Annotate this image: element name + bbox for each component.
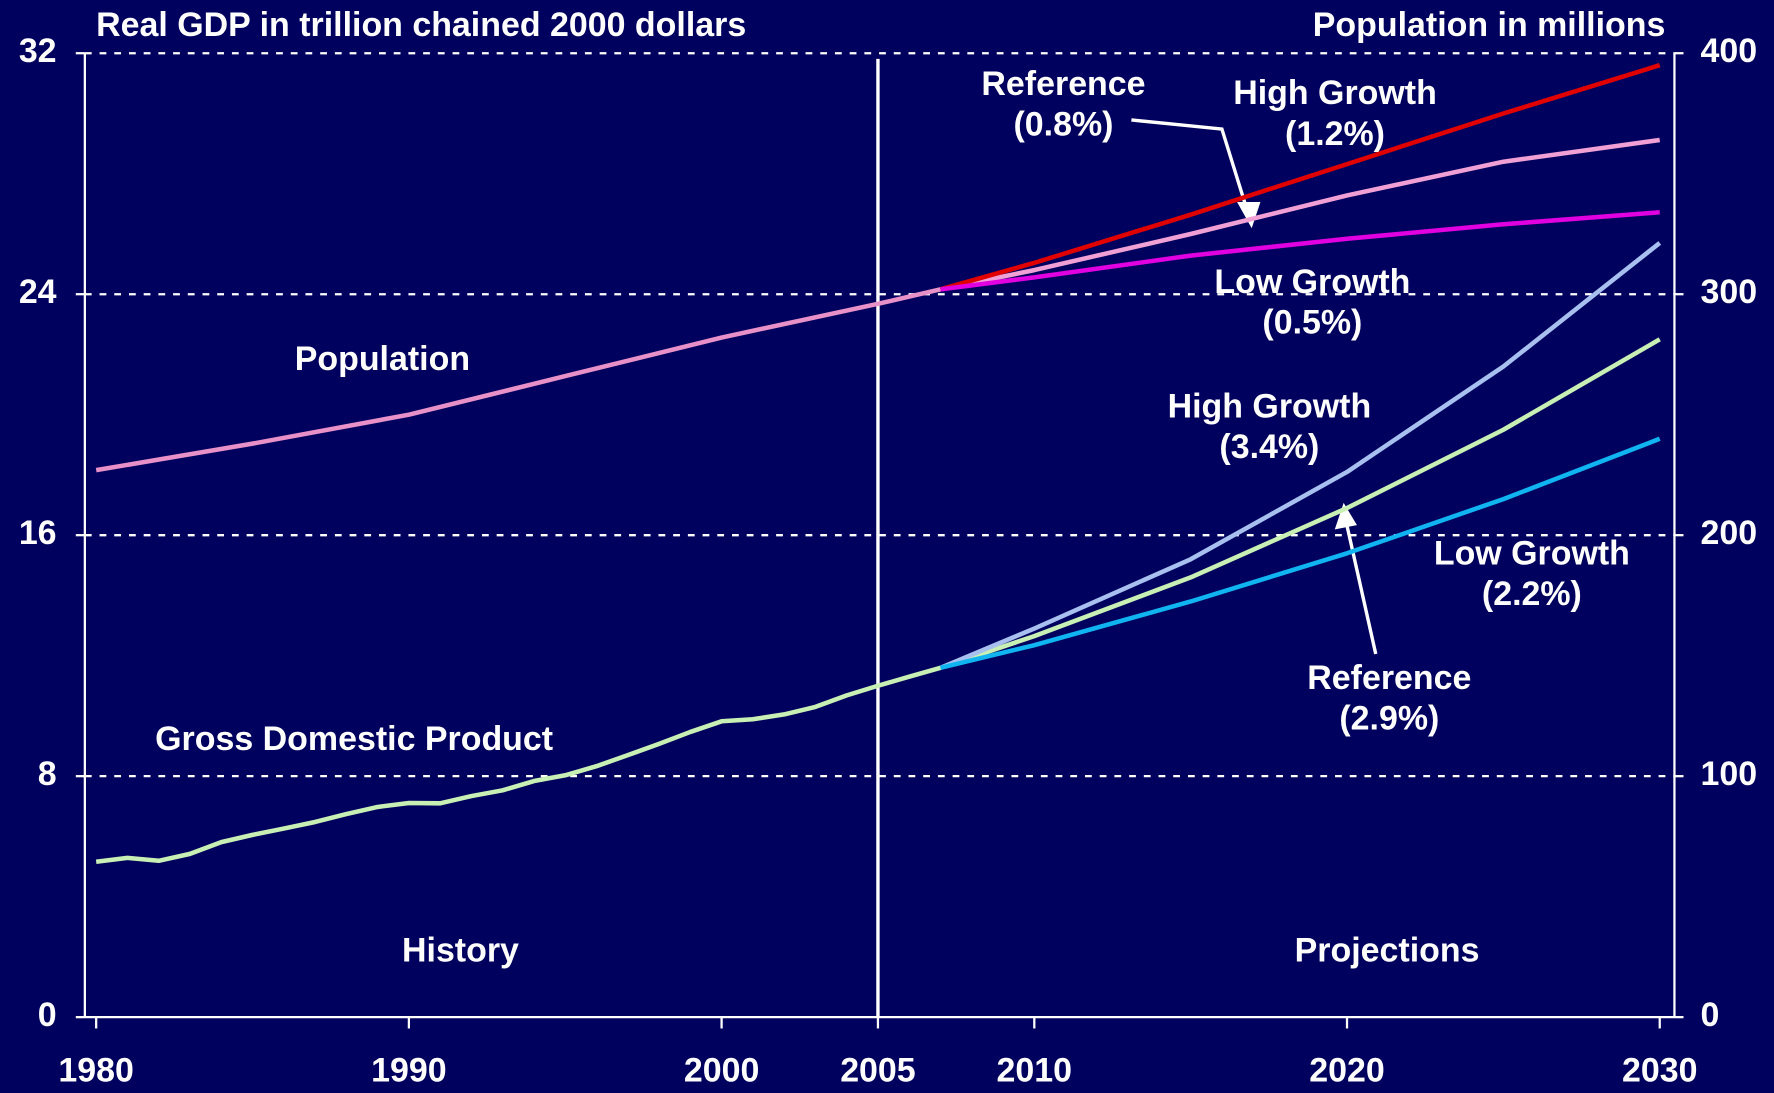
arrowhead bbox=[1237, 201, 1261, 229]
annotation: (1.2%) bbox=[1285, 115, 1385, 153]
y2-tick-label: 300 bbox=[1700, 273, 1757, 311]
y-tick-label: 16 bbox=[19, 514, 57, 552]
annotation: History bbox=[402, 932, 519, 970]
arrow bbox=[1131, 118, 1250, 214]
annotation: Reference bbox=[981, 65, 1145, 103]
annotation: Population bbox=[295, 340, 470, 378]
arrow bbox=[1344, 522, 1378, 655]
annotation: (3.4%) bbox=[1219, 428, 1319, 466]
annotation: Projections bbox=[1295, 932, 1480, 970]
series-line bbox=[940, 210, 1660, 292]
annotation: Reference bbox=[1307, 659, 1471, 697]
annotation: Gross Domestic Product bbox=[155, 720, 553, 758]
annotation: High Growth bbox=[1233, 74, 1437, 112]
y-tick-label: 8 bbox=[38, 755, 57, 793]
y2-tick-label: 200 bbox=[1700, 514, 1757, 552]
annotation: High Growth bbox=[1168, 387, 1372, 425]
x-tick-label: 2030 bbox=[1622, 1052, 1698, 1090]
x-tick-label: 2005 bbox=[840, 1052, 916, 1090]
x-tick-label: 2020 bbox=[1309, 1052, 1384, 1090]
x-tick-label: 2010 bbox=[997, 1052, 1073, 1090]
x-tick-label: 1990 bbox=[371, 1052, 447, 1090]
annotation: Low Growth bbox=[1434, 535, 1630, 573]
series-line bbox=[95, 287, 942, 473]
series-line bbox=[940, 137, 1661, 292]
y2-tick-label: 400 bbox=[1700, 32, 1757, 70]
annotation: (2.9%) bbox=[1339, 700, 1439, 738]
series-line bbox=[939, 241, 1662, 670]
series-line bbox=[939, 337, 1661, 670]
x-tick-label: 2000 bbox=[684, 1052, 760, 1090]
y-tick-label: 32 bbox=[19, 32, 57, 70]
annotation: (2.2%) bbox=[1482, 575, 1582, 613]
annotation: (0.5%) bbox=[1262, 304, 1362, 342]
annotation: (0.8%) bbox=[1014, 106, 1114, 144]
series-line bbox=[939, 63, 1661, 292]
y-axis-title: Real GDP in trillion chained 2000 dollar… bbox=[96, 6, 746, 44]
y2-tick-label: 0 bbox=[1700, 996, 1719, 1034]
y2-tick-label: 100 bbox=[1700, 755, 1757, 793]
y-tick-label: 24 bbox=[19, 273, 57, 311]
x-tick-label: 1980 bbox=[58, 1052, 134, 1090]
arrows bbox=[1131, 118, 1378, 655]
y2-axis-title: Population in millions bbox=[1313, 6, 1666, 44]
arrowhead bbox=[1334, 502, 1357, 530]
annotation: Low Growth bbox=[1214, 263, 1410, 301]
series-line bbox=[939, 436, 1661, 670]
series-line bbox=[95, 665, 942, 864]
y-tick-label: 0 bbox=[38, 996, 57, 1034]
